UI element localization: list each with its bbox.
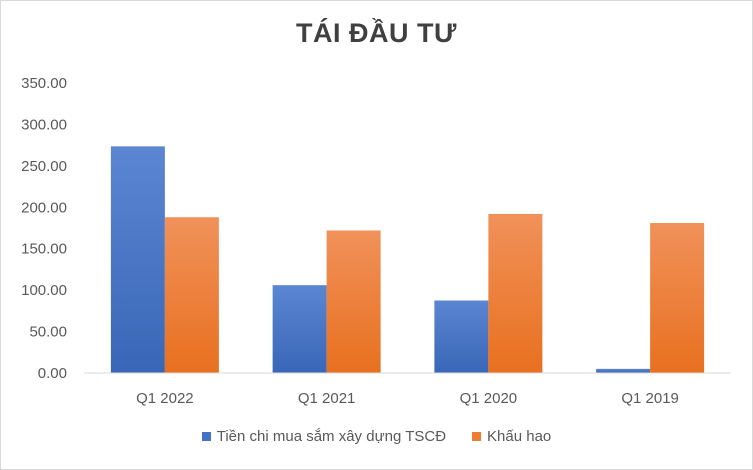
bar-tien-chi-q1-2019 xyxy=(596,368,651,373)
legend-item: Khấu hao xyxy=(472,428,551,445)
bar-khau-hao-q1-2019 xyxy=(650,223,705,373)
bar-tien-chi-q1-2022 xyxy=(110,146,165,373)
y-axis: 0.00 50.00 100.00 150.00 200.00 250.00 300.00 3… xyxy=(21,75,67,382)
y-tick-label: 0.00 xyxy=(38,365,67,382)
x-axis: Q1 2022 Q1 2021 Q1 2020 Q1 2019 xyxy=(136,390,679,407)
x-tick-label: Q1 2019 xyxy=(621,390,679,407)
chart-title: TÁI ĐẦU TƯ xyxy=(296,18,457,48)
y-tick-label: 50.00 xyxy=(29,324,67,341)
bar-khau-hao-q1-2020 xyxy=(488,213,543,373)
legend-swatch xyxy=(201,432,211,441)
y-tick-label: 250.00 xyxy=(21,158,67,175)
bar-khau-hao-q1-2021 xyxy=(326,230,381,373)
x-tick-label: Q1 2021 xyxy=(298,390,356,407)
bar-tien-chi-q1-2021 xyxy=(272,285,327,373)
y-tick-label: 200.00 xyxy=(21,199,67,216)
legend-swatch xyxy=(472,432,482,441)
bars-group xyxy=(110,146,705,373)
legend-item: Tiền chi mua sắm xây dựng TSCĐ xyxy=(201,428,447,445)
legend-label: Tiền chi mua sắm xây dựng TSCĐ xyxy=(216,428,447,445)
legend: Tiền chi mua sắm xây dựng TSCĐ Khấu hao xyxy=(0,428,753,445)
x-tick-label: Q1 2022 xyxy=(136,390,194,407)
bar-khau-hao-q1-2022 xyxy=(164,217,219,373)
y-tick-label: 150.00 xyxy=(21,241,67,258)
y-tick-label: 300.00 xyxy=(21,116,67,133)
x-tick-label: Q1 2020 xyxy=(460,390,518,407)
y-tick-label: 100.00 xyxy=(21,282,67,299)
y-tick-label: 350.00 xyxy=(21,75,67,92)
legend-label: Khấu hao xyxy=(487,428,552,445)
bar-tien-chi-q1-2020 xyxy=(434,300,489,373)
